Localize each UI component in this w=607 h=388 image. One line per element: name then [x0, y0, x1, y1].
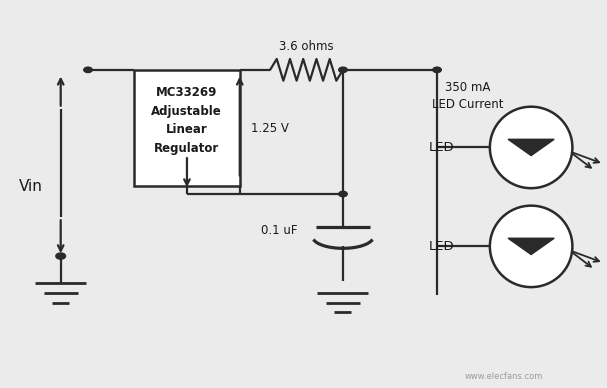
Text: MC33269
Adjustable
Linear
Regulator: MC33269 Adjustable Linear Regulator [151, 86, 222, 154]
Circle shape [339, 67, 347, 73]
Text: 1.25 V: 1.25 V [251, 121, 288, 135]
Text: 0.1 uF: 0.1 uF [261, 224, 297, 237]
Text: www.elecfans.com: www.elecfans.com [464, 372, 543, 381]
Polygon shape [508, 139, 554, 156]
Circle shape [84, 67, 92, 73]
Text: Vin: Vin [18, 179, 42, 194]
Text: 350 mA
LED Current: 350 mA LED Current [432, 81, 503, 111]
Polygon shape [508, 238, 554, 255]
Text: LED: LED [429, 141, 454, 154]
Circle shape [56, 253, 66, 259]
Circle shape [339, 191, 347, 197]
Ellipse shape [490, 206, 572, 287]
Bar [134, 70, 240, 186]
Text: 3.6 ohms: 3.6 ohms [279, 40, 334, 53]
Circle shape [433, 67, 441, 73]
Text: LED: LED [429, 240, 454, 253]
Ellipse shape [490, 107, 572, 188]
